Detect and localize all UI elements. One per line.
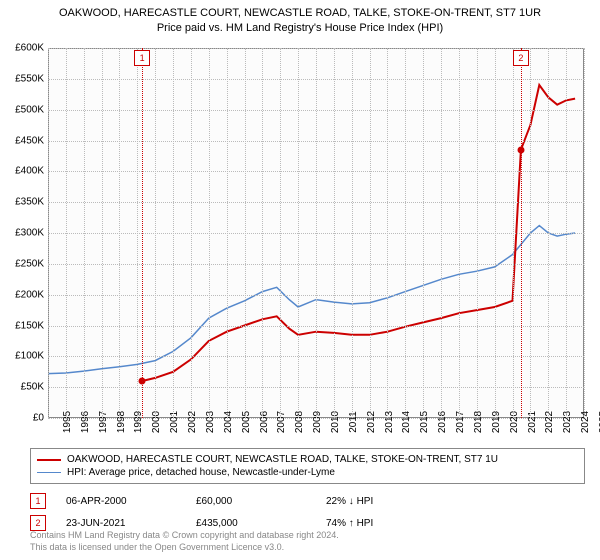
transaction-date: 23-JUN-2021 bbox=[66, 518, 176, 529]
gridline-vertical bbox=[137, 48, 138, 418]
gridline-vertical bbox=[209, 48, 210, 418]
series-line bbox=[48, 226, 575, 374]
transaction-table: 1 06-APR-2000 £60,000 22% ↓ HPI 2 23-JUN-2021… bbox=[30, 490, 585, 534]
gridline-vertical bbox=[84, 48, 85, 418]
chart-title: OAKWOOD, HARECASTLE COURT, NEWCASTLE ROA… bbox=[0, 0, 600, 22]
legend: OAKWOOD, HARECASTLE COURT, NEWCASTLE ROA… bbox=[30, 448, 585, 484]
gridline-vertical bbox=[548, 48, 549, 418]
gridline-vertical bbox=[173, 48, 174, 418]
y-axis-label: £200K bbox=[15, 289, 44, 300]
chart-subtitle: Price paid vs. HM Land Registry's House … bbox=[0, 22, 600, 38]
transaction-delta: 74% ↑ HPI bbox=[326, 518, 436, 529]
y-axis-label: £50K bbox=[21, 382, 44, 393]
transaction-price: £60,000 bbox=[196, 496, 306, 507]
gridline-vertical bbox=[102, 48, 103, 418]
gridline-vertical bbox=[48, 48, 49, 418]
legend-swatch bbox=[37, 472, 61, 473]
gridline-vertical bbox=[280, 48, 281, 418]
gridline-vertical bbox=[459, 48, 460, 418]
gridline-vertical bbox=[262, 48, 263, 418]
gridline-vertical bbox=[423, 48, 424, 418]
footer-line-2: This data is licensed under the Open Gov… bbox=[30, 542, 585, 554]
gridline-vertical bbox=[316, 48, 317, 418]
y-axis-label: £600K bbox=[15, 43, 44, 54]
marker-vline bbox=[142, 48, 143, 418]
y-axis-label: £350K bbox=[15, 197, 44, 208]
y-axis-label: £150K bbox=[15, 320, 44, 331]
legend-item: OAKWOOD, HARECASTLE COURT, NEWCASTLE ROA… bbox=[37, 453, 578, 466]
legend-label: OAKWOOD, HARECASTLE COURT, NEWCASTLE ROA… bbox=[67, 454, 498, 465]
legend-item: HPI: Average price, detached house, Newc… bbox=[37, 466, 578, 479]
chart-container: OAKWOOD, HARECASTLE COURT, NEWCASTLE ROA… bbox=[0, 0, 600, 560]
y-axis-label: £450K bbox=[15, 135, 44, 146]
marker-vline bbox=[521, 48, 522, 418]
marker-badge: 2 bbox=[513, 50, 529, 66]
legend-swatch bbox=[37, 459, 61, 461]
gridline-vertical bbox=[477, 48, 478, 418]
transaction-marker: 2 bbox=[30, 515, 46, 531]
gridline-vertical bbox=[441, 48, 442, 418]
y-axis-label: £400K bbox=[15, 166, 44, 177]
x-axis-label: 2025 bbox=[584, 411, 600, 433]
gridline-vertical bbox=[298, 48, 299, 418]
y-axis-label: £550K bbox=[15, 73, 44, 84]
footer: Contains HM Land Registry data © Crown c… bbox=[30, 530, 585, 553]
y-axis-label: £500K bbox=[15, 104, 44, 115]
gridline-vertical bbox=[530, 48, 531, 418]
transaction-price: £435,000 bbox=[196, 518, 306, 529]
gridline-vertical bbox=[155, 48, 156, 418]
transaction-delta: 22% ↓ HPI bbox=[326, 496, 436, 507]
gridline-vertical bbox=[495, 48, 496, 418]
gridline-vertical bbox=[227, 48, 228, 418]
gridline-vertical bbox=[387, 48, 388, 418]
gridline-vertical bbox=[584, 48, 585, 418]
transaction-row: 1 06-APR-2000 £60,000 22% ↓ HPI bbox=[30, 490, 585, 512]
gridline-vertical bbox=[66, 48, 67, 418]
transaction-date: 06-APR-2000 bbox=[66, 496, 176, 507]
y-axis-label: £300K bbox=[15, 228, 44, 239]
y-axis-label: £0 bbox=[33, 413, 44, 424]
sale-point bbox=[139, 378, 146, 385]
sale-point bbox=[517, 146, 524, 153]
gridline-vertical bbox=[191, 48, 192, 418]
y-axis-label: £250K bbox=[15, 258, 44, 269]
gridline-vertical bbox=[334, 48, 335, 418]
gridline-vertical bbox=[119, 48, 120, 418]
footer-line-1: Contains HM Land Registry data © Crown c… bbox=[30, 530, 585, 542]
marker-badge: 1 bbox=[134, 50, 150, 66]
gridline-vertical bbox=[566, 48, 567, 418]
plot-area: £0£50K£100K£150K£200K£250K£300K£350K£400… bbox=[48, 48, 584, 418]
y-axis-label: £100K bbox=[15, 351, 44, 362]
gridline-vertical bbox=[352, 48, 353, 418]
transaction-marker: 1 bbox=[30, 493, 46, 509]
gridline-vertical bbox=[405, 48, 406, 418]
gridline-vertical bbox=[245, 48, 246, 418]
legend-label: HPI: Average price, detached house, Newc… bbox=[67, 467, 335, 478]
gridline-vertical bbox=[513, 48, 514, 418]
gridline-vertical bbox=[370, 48, 371, 418]
